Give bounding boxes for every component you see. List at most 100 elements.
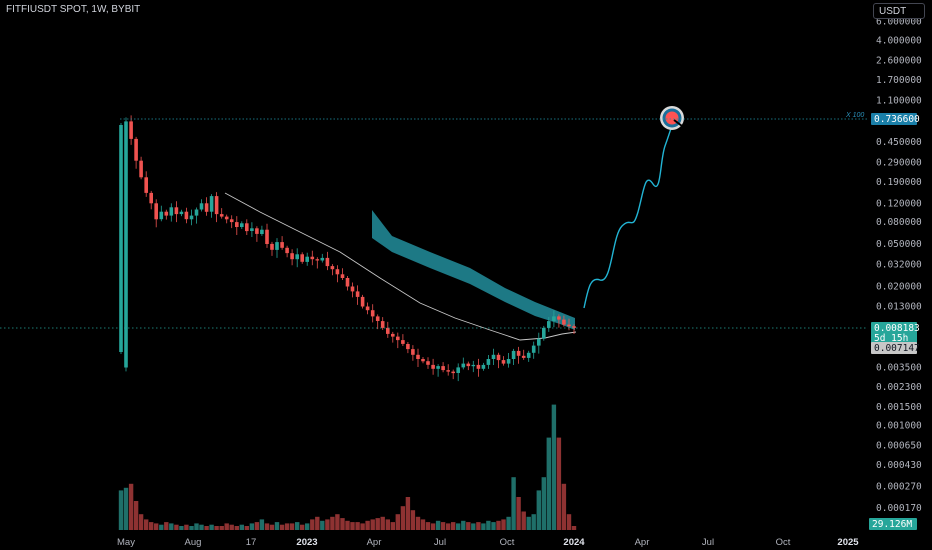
candle-body [184, 211, 189, 220]
volume-bar [284, 523, 290, 530]
volume-bar [501, 519, 506, 530]
candle-body [280, 242, 284, 248]
candle-body [446, 370, 450, 372]
volume-bar [229, 524, 234, 530]
volume-bar [194, 523, 199, 530]
candle-body [370, 310, 375, 317]
indicator-ribbon [372, 210, 575, 330]
volume-bar [274, 522, 280, 530]
y-tick-label: 0.120000 [876, 198, 922, 209]
y-tick-label: 0.001500 [876, 402, 922, 413]
volume-bar [420, 519, 426, 530]
y-tick-label: 0.013000 [876, 302, 922, 313]
y-tick-label: 0.020000 [876, 282, 922, 293]
volume-bar [305, 523, 310, 530]
volume-bar [566, 514, 572, 530]
volume-bar [486, 520, 491, 530]
candle-body [516, 350, 521, 356]
candle-body [330, 266, 335, 270]
y-tick-label: 0.450000 [876, 137, 922, 148]
volume-bar [315, 516, 320, 530]
volume-bar [128, 483, 134, 530]
candle-body [219, 214, 224, 217]
volume-bar [144, 519, 149, 530]
candle-body [255, 228, 259, 234]
volume-tag: 29.126M [869, 518, 917, 530]
volume-bar [244, 526, 249, 530]
volume-bar [466, 522, 471, 530]
volume-bar [189, 526, 194, 530]
moving-average-line [224, 192, 577, 341]
volume-bar [531, 514, 536, 530]
volume-bar [239, 524, 244, 530]
candle-body [159, 211, 164, 220]
volume-bar [451, 522, 456, 530]
volume-bar [159, 524, 164, 530]
volume-bar [476, 522, 481, 530]
volume-bar [506, 516, 511, 530]
volume-bar [405, 497, 411, 530]
x-tick-label: 2024 [563, 537, 585, 548]
candle-body [305, 256, 309, 262]
candle-body [466, 363, 471, 367]
volume-bar [320, 520, 325, 530]
y-axis[interactable]: 6.000000 4.000000 2.600000 1.700000 1.100000… [876, 17, 922, 514]
volume-bar [204, 526, 209, 530]
volume-bar [123, 487, 129, 530]
candle-body [501, 360, 506, 364]
candle-body [285, 247, 289, 254]
candle-body [375, 316, 380, 321]
candle-body [471, 364, 476, 367]
volume-bar [430, 523, 436, 530]
candle-body [461, 363, 466, 368]
target-multiplier-label: X 100 [845, 112, 864, 119]
volume-bar [516, 497, 521, 530]
candle-body [124, 121, 128, 368]
currency-unit-button[interactable]: USDT [873, 3, 925, 19]
volume-bar [219, 526, 224, 530]
candle-body [265, 229, 269, 244]
candlesticks [119, 115, 576, 382]
x-axis[interactable]: May Aug 17 2023 Apr Jul Oct 2024 Apr Jul Oct 2025 [117, 537, 859, 548]
x-tick-label: Jul [434, 537, 446, 548]
volume-bar [365, 520, 370, 530]
candle-body [240, 223, 244, 227]
candle-body [537, 338, 541, 346]
candle-body [365, 306, 370, 311]
candle-body [169, 207, 174, 216]
candle-body [355, 291, 360, 297]
candle-body [174, 207, 179, 215]
candle-body [486, 359, 491, 365]
volume-bar [209, 524, 214, 530]
volume-bar [435, 520, 441, 530]
candle-body [572, 326, 576, 328]
volume-bar [400, 506, 406, 530]
volume-bar [385, 519, 390, 530]
volume-bar [571, 526, 577, 530]
volume-bar [300, 524, 305, 530]
volume-bar [461, 520, 466, 530]
ma-value-tag: 0.007147 [871, 342, 920, 354]
volume-bar [546, 437, 551, 530]
candle-body [542, 327, 546, 339]
volume-bar [118, 490, 124, 530]
candle-body [511, 350, 516, 359]
candle-body [396, 336, 400, 341]
candle-body [229, 219, 234, 223]
candle-body [391, 333, 395, 337]
candle-body [179, 211, 184, 215]
y-tick-label: 4.000000 [876, 35, 922, 46]
volume-bar [456, 523, 461, 530]
candle-body [506, 359, 511, 364]
candle-body [320, 257, 325, 261]
candle-body [164, 211, 169, 216]
candle-body [552, 316, 556, 321]
volume-bar [395, 514, 400, 530]
candle-body [401, 340, 405, 344]
x-tick-label: Apr [635, 537, 650, 548]
svg-text:0.008183: 0.008183 [874, 323, 920, 334]
y-tick-label: 0.000430 [876, 460, 922, 471]
candle-body [350, 286, 355, 292]
